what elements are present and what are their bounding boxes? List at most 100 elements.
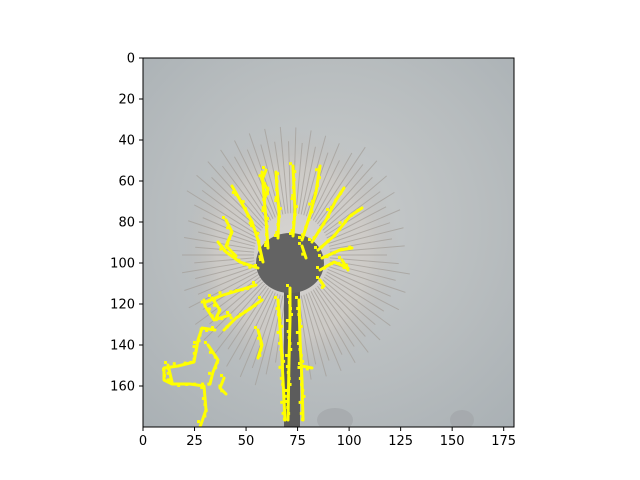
contour-point	[280, 400, 284, 404]
seed-filament	[325, 274, 385, 312]
contour-point	[162, 368, 165, 372]
contour-point	[310, 199, 314, 203]
seed-filament	[264, 128, 284, 215]
contour-point	[265, 233, 269, 237]
contour-point	[282, 388, 286, 392]
seed-filament	[300, 146, 316, 215]
contour-point	[220, 374, 223, 377]
contour-point	[295, 330, 299, 334]
contour-point	[226, 242, 230, 246]
contour-point	[278, 365, 282, 369]
contour-point	[220, 389, 224, 393]
contour-point	[201, 396, 205, 400]
contour-point	[254, 264, 257, 267]
contour-point	[258, 296, 261, 299]
contour-point	[338, 221, 342, 225]
contour-point	[199, 327, 203, 331]
contour-point	[274, 196, 278, 200]
seed-filament	[288, 141, 292, 214]
contour-point	[289, 232, 292, 235]
contour-point	[260, 176, 264, 180]
contour-point	[277, 215, 281, 219]
contour-point	[278, 318, 282, 322]
seed-filament	[298, 130, 312, 214]
contour-point	[274, 296, 277, 299]
contour-point	[301, 252, 305, 256]
contour-point	[285, 364, 289, 368]
contour-point	[226, 226, 230, 230]
seed-filament	[194, 257, 255, 264]
contour-point	[193, 382, 197, 386]
contour-point	[166, 371, 170, 375]
contour-point	[257, 239, 261, 243]
contour-point	[259, 258, 262, 261]
contour-point	[225, 325, 229, 329]
contour-point	[207, 382, 211, 386]
contour-point	[248, 221, 252, 225]
seed-filament	[310, 290, 343, 355]
contour-point	[280, 353, 284, 357]
contour-point	[208, 294, 211, 297]
contour-point	[261, 206, 265, 210]
seed-filament	[327, 209, 401, 242]
seed-filament	[329, 238, 393, 250]
contour-point	[340, 247, 344, 251]
seed-filaments	[181, 126, 410, 386]
contour-point	[338, 227, 342, 231]
seed-filament	[211, 177, 264, 229]
contour-point	[282, 417, 286, 421]
contour-point	[261, 209, 265, 213]
contour-point	[289, 162, 293, 166]
contour-point	[207, 307, 211, 311]
contour-point	[243, 310, 247, 314]
contour-point	[317, 176, 321, 180]
contour-point	[203, 402, 207, 406]
contour-point	[274, 234, 277, 237]
contour-point	[288, 382, 292, 386]
contour-point	[218, 384, 222, 388]
seed-filament	[222, 165, 267, 225]
contour-point	[320, 245, 324, 249]
seed-filament	[303, 135, 327, 216]
contour-point	[237, 258, 241, 262]
contour-point	[212, 297, 216, 301]
seed-filament	[318, 283, 366, 337]
contour-point	[274, 199, 278, 203]
contour-point	[265, 225, 269, 229]
contour-point	[294, 205, 298, 209]
contour-point	[289, 307, 292, 310]
contour-point	[244, 207, 248, 211]
contour-point	[287, 411, 291, 415]
seed-filament	[188, 220, 256, 244]
contour-point	[264, 241, 268, 245]
contour-point	[290, 313, 293, 316]
contour-point	[285, 399, 289, 403]
y-tick-label: 60	[118, 175, 135, 190]
contour-point	[325, 208, 329, 212]
contour-point	[234, 289, 238, 293]
seed-filament	[328, 222, 391, 244]
contour-point	[259, 348, 263, 352]
contour-point	[300, 417, 304, 421]
contour-point	[293, 170, 297, 174]
contour-point	[288, 341, 292, 345]
contour-point	[344, 263, 348, 267]
contour-point	[290, 197, 294, 201]
contour-point	[242, 262, 246, 266]
seed-filament	[303, 294, 327, 377]
seed-filament	[197, 231, 255, 247]
seed-filament	[323, 276, 391, 327]
contour-point	[246, 214, 250, 218]
seed-filament	[314, 146, 366, 223]
x-tick-label: 50	[238, 434, 255, 449]
contour-point	[284, 388, 288, 392]
contour-point	[258, 353, 262, 357]
contour-point	[212, 303, 216, 307]
seed-filament	[305, 293, 330, 361]
x-tick-label: 75	[289, 434, 306, 449]
contour-point	[232, 255, 236, 259]
contour-point	[286, 370, 290, 374]
seed-filament	[329, 263, 396, 281]
contour-point	[349, 213, 353, 217]
contour-point	[291, 186, 295, 190]
